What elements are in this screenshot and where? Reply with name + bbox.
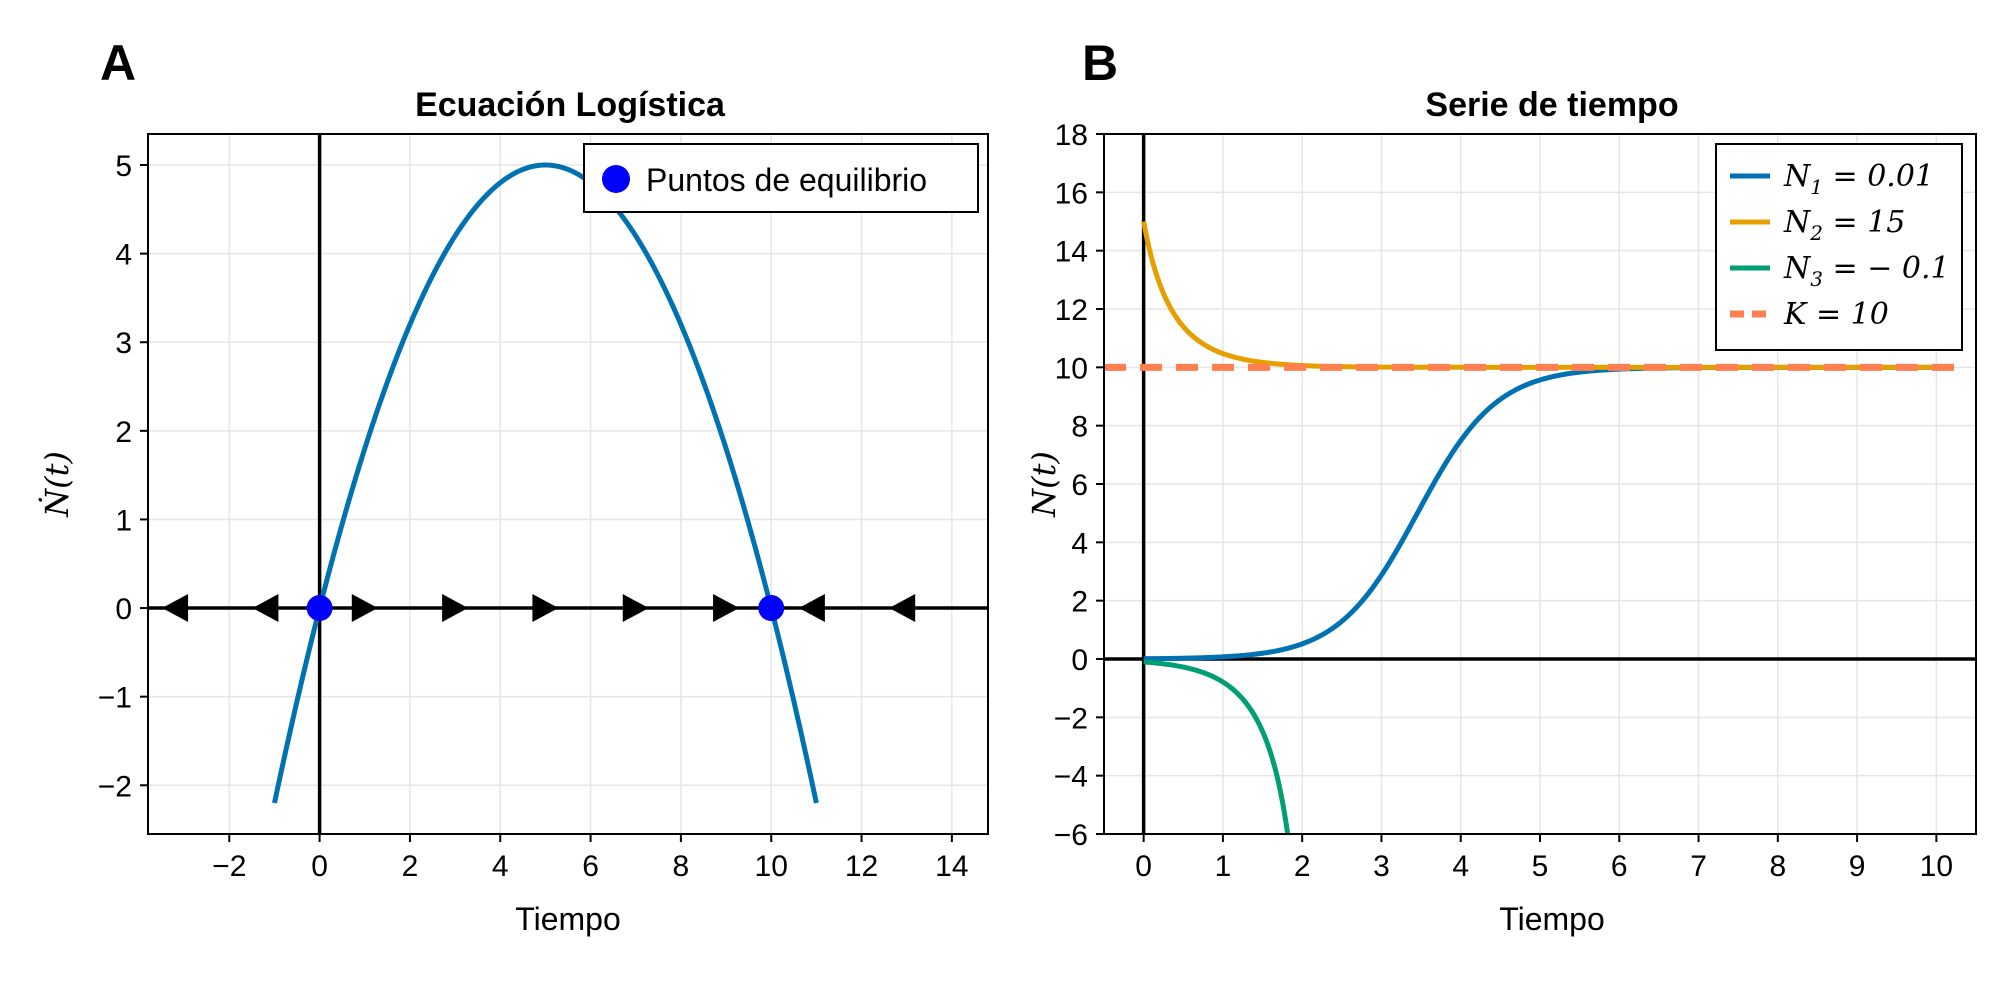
chart-b-y-tick-label: 6 xyxy=(1071,469,1088,502)
chart-a-legend: Puntos de equilibrio xyxy=(583,143,979,213)
chart-a-y-ticks: −2 −1 0 1 2 3 4 5 xyxy=(98,150,148,803)
chart-b-x-tick-label: 1 xyxy=(1215,850,1232,883)
chart-b-plot-area xyxy=(1104,221,1964,834)
chart-a-x-ticks: −2 0 2 4 6 8 10 12 14 xyxy=(212,834,969,883)
chart-a-y-axis-label: Ṅ(t) xyxy=(38,451,76,518)
flow-arrow-left xyxy=(798,594,825,623)
legend-label-equilibrium: Puntos de equilibrio xyxy=(646,162,927,198)
chart-a-x-tick-label: 10 xyxy=(755,850,788,883)
chart-b-y-axis-label: N(t) xyxy=(1025,451,1063,518)
panel-label-b: B xyxy=(1082,35,1118,91)
chart-b-y-tick-label: 4 xyxy=(1071,527,1088,560)
chart-b-x-tick-label: 7 xyxy=(1690,850,1707,883)
chart-a-x-tick-label: 8 xyxy=(673,850,690,883)
series-line-logistic-rate xyxy=(272,162,819,804)
chart-a-y-tick-label: 5 xyxy=(115,150,132,183)
flow-arrow-right xyxy=(713,594,740,623)
chart-b-y-tick-label: 8 xyxy=(1071,411,1088,444)
chart-a-y-tick-label: 0 xyxy=(115,593,132,626)
series-line-n3 xyxy=(1143,659,1291,834)
flow-arrow-right xyxy=(532,594,559,623)
chart-b-x-axis-label: Tiempo xyxy=(1499,901,1605,937)
chart-a-y-tick-label: 4 xyxy=(115,239,132,272)
chart-a-plot-area xyxy=(162,162,916,804)
legend-label-4: K = 10 xyxy=(1783,297,1889,332)
chart-b-y-tick-label: −6 xyxy=(1054,819,1088,852)
chart-b-legend: N1 = 0.01 N2 = 15 N3 = − 0.1 K = 10 xyxy=(1715,143,1963,351)
chart-b-series-group xyxy=(1104,221,1964,834)
chart-a-x-tick-label: 14 xyxy=(935,850,968,883)
chart-b-reference-lines xyxy=(1104,134,1976,834)
chart-a-x-tick-label: 2 xyxy=(402,850,419,883)
chart-b-title: Serie de tiempo xyxy=(1425,86,1678,124)
flow-arrow-right xyxy=(442,594,469,623)
chart-a-x-tick-label: −2 xyxy=(212,850,246,883)
legend-marker-equilibrium xyxy=(602,165,630,193)
chart-a-legend-box xyxy=(583,143,979,213)
chart-b-y-ticks: −6 −4 −2 0 2 4 6 8 10 12 14 16 18 xyxy=(1054,119,1104,852)
chart-a-x-axis-label: Tiempo xyxy=(515,901,621,937)
chart-a-y-tick-label: 3 xyxy=(115,327,132,360)
panel-a: A Ecuación Logística −2 0 2 4 6 8 10 12 14 −2−10… xyxy=(38,35,989,937)
chart-a-y-tick-label: −1 xyxy=(98,682,132,715)
chart-b-y-tick-label: −2 xyxy=(1054,702,1088,735)
legend-label-3: N3 = − 0.1 xyxy=(1783,251,1950,291)
flow-arrow-right xyxy=(351,594,378,623)
flow-arrow-right xyxy=(622,594,649,623)
chart-a-y-tick-label: 1 xyxy=(115,504,132,537)
legend-label-1: N1 = 0.01 xyxy=(1783,159,1934,199)
chart-a-title: Ecuación Logística xyxy=(415,86,726,124)
chart-b-x-tick-label: 10 xyxy=(1920,850,1953,883)
chart-b-x-tick-label: 5 xyxy=(1532,850,1549,883)
chart-b-y-tick-label: −4 xyxy=(1054,761,1088,794)
chart-a-y-tick-label: 2 xyxy=(115,416,132,449)
chart-b-x-tick-label: 2 xyxy=(1294,850,1311,883)
chart-b-y-tick-label: 12 xyxy=(1055,294,1088,327)
chart-b-x-tick-label: 0 xyxy=(1135,850,1152,883)
chart-b-y-tick-label: 16 xyxy=(1055,177,1088,210)
flow-arrow-left xyxy=(162,594,189,623)
chart-b-x-tick-label: 6 xyxy=(1611,850,1628,883)
chart-a-x-tick-label: 6 xyxy=(582,850,599,883)
panel-b: B Serie de tiempo 0 1 2 3 4 5 6 7 8 9 10 −6−4−2024… xyxy=(1025,35,1977,937)
chart-a-frame xyxy=(147,133,989,835)
chart-b-y-tick-label: 2 xyxy=(1071,586,1088,619)
legend-label-2: N2 = 15 xyxy=(1783,205,1905,245)
chart-a-reference-lines xyxy=(148,134,988,834)
chart-b-x-tick-label: 8 xyxy=(1769,850,1786,883)
chart-b-x-tick-label: 4 xyxy=(1452,850,1469,883)
chart-b-x-ticks: 0 1 2 3 4 5 6 7 8 9 10 xyxy=(1135,834,1953,883)
flow-arrow-left xyxy=(889,594,916,623)
chart-a-y-tick-label: −2 xyxy=(98,770,132,803)
equilibrium-point xyxy=(758,595,785,622)
chart-b-y-tick-label: 0 xyxy=(1071,644,1088,677)
chart-b-x-tick-label: 9 xyxy=(1849,850,1866,883)
chart-b-y-tick-label: 18 xyxy=(1055,119,1088,152)
chart-a-x-tick-label: 4 xyxy=(492,850,509,883)
chart-b-x-tick-label: 3 xyxy=(1373,850,1390,883)
chart-a-x-tick-label: 0 xyxy=(311,850,328,883)
chart-b-y-tick-label: 10 xyxy=(1055,352,1088,385)
chart-b-y-tick-label: 14 xyxy=(1055,236,1088,269)
panel-label-a: A xyxy=(100,35,136,91)
equilibrium-point xyxy=(306,595,333,622)
chart-a-x-tick-label: 12 xyxy=(845,850,878,883)
flow-arrow-left xyxy=(252,594,279,623)
